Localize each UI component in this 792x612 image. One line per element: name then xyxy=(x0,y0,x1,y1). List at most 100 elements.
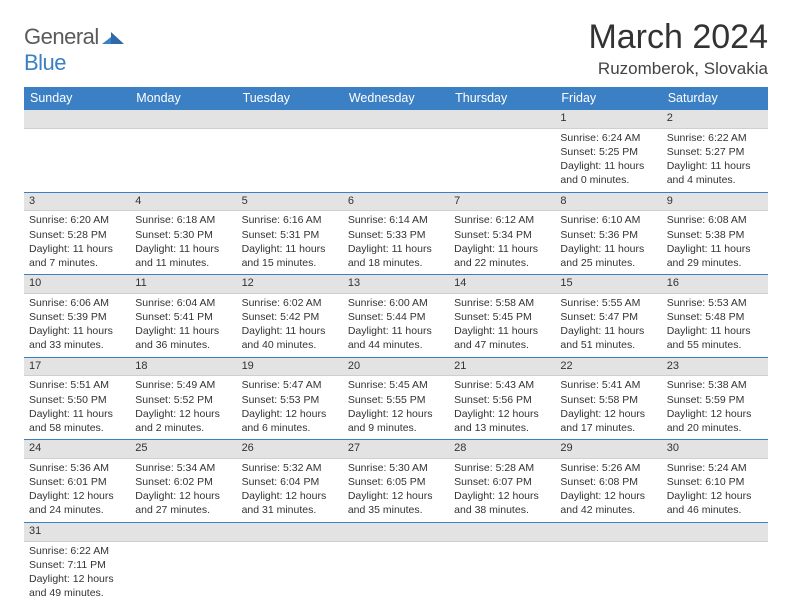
day-18: 18Sunrise: 5:49 AMSunset: 5:52 PMDayligh… xyxy=(130,358,236,440)
day-number xyxy=(237,523,343,542)
day-empty xyxy=(555,523,661,605)
day-line: Daylight: 12 hours and 49 minutes. xyxy=(29,572,125,600)
day-number: 23 xyxy=(662,358,768,377)
calendar: SundayMondayTuesdayWednesdayThursdayFrid… xyxy=(24,87,768,604)
day-empty xyxy=(130,110,236,192)
day-9: 9Sunrise: 6:08 AMSunset: 5:38 PMDaylight… xyxy=(662,193,768,275)
day-number xyxy=(237,110,343,129)
day-body: Sunrise: 5:43 AMSunset: 5:56 PMDaylight:… xyxy=(449,376,555,439)
day-body: Sunrise: 5:30 AMSunset: 6:05 PMDaylight:… xyxy=(343,459,449,522)
day-empty xyxy=(130,523,236,605)
day-line: Sunset: 5:31 PM xyxy=(242,228,338,242)
logo-text-general: General xyxy=(24,24,99,50)
day-number: 2 xyxy=(662,110,768,129)
day-line: Sunset: 5:39 PM xyxy=(29,310,125,324)
day-line: Sunrise: 6:16 AM xyxy=(242,213,338,227)
day-body: Sunrise: 5:49 AMSunset: 5:52 PMDaylight:… xyxy=(130,376,236,439)
day-line: Sunset: 5:50 PM xyxy=(29,393,125,407)
day-line: Sunset: 5:25 PM xyxy=(560,145,656,159)
day-header-monday: Monday xyxy=(130,87,236,110)
day-line: Daylight: 12 hours and 42 minutes. xyxy=(560,489,656,517)
day-4: 4Sunrise: 6:18 AMSunset: 5:30 PMDaylight… xyxy=(130,193,236,275)
day-22: 22Sunrise: 5:41 AMSunset: 5:58 PMDayligh… xyxy=(555,358,661,440)
day-body: Sunrise: 5:24 AMSunset: 6:10 PMDaylight:… xyxy=(662,459,768,522)
day-13: 13Sunrise: 6:00 AMSunset: 5:44 PMDayligh… xyxy=(343,275,449,357)
day-header-row: SundayMondayTuesdayWednesdayThursdayFrid… xyxy=(24,87,768,110)
day-line: Daylight: 11 hours and 36 minutes. xyxy=(135,324,231,352)
day-number: 13 xyxy=(343,275,449,294)
week-row: 1Sunrise: 6:24 AMSunset: 5:25 PMDaylight… xyxy=(24,110,768,193)
day-body xyxy=(343,129,449,135)
day-body: Sunrise: 5:51 AMSunset: 5:50 PMDaylight:… xyxy=(24,376,130,439)
day-line: Sunset: 5:27 PM xyxy=(667,145,763,159)
day-header-wednesday: Wednesday xyxy=(343,87,449,110)
day-line: Sunset: 5:41 PM xyxy=(135,310,231,324)
day-number: 1 xyxy=(555,110,661,129)
day-number xyxy=(662,523,768,542)
logo-text-blue: Blue xyxy=(24,50,66,75)
day-number: 19 xyxy=(237,358,343,377)
day-number: 8 xyxy=(555,193,661,212)
day-line: Sunset: 5:52 PM xyxy=(135,393,231,407)
day-line: Daylight: 11 hours and 40 minutes. xyxy=(242,324,338,352)
week-row: 31Sunrise: 6:22 AMSunset: 7:11 PMDayligh… xyxy=(24,523,768,605)
day-line: Sunset: 5:47 PM xyxy=(560,310,656,324)
day-body xyxy=(662,542,768,548)
day-line: Daylight: 11 hours and 44 minutes. xyxy=(348,324,444,352)
week-row: 17Sunrise: 5:51 AMSunset: 5:50 PMDayligh… xyxy=(24,358,768,441)
day-line: Sunrise: 5:28 AM xyxy=(454,461,550,475)
day-number xyxy=(130,110,236,129)
day-line: Sunset: 5:44 PM xyxy=(348,310,444,324)
location: Ruzomberok, Slovakia xyxy=(588,59,768,79)
day-number xyxy=(130,523,236,542)
day-line: Daylight: 11 hours and 11 minutes. xyxy=(135,242,231,270)
day-body xyxy=(130,542,236,548)
day-21: 21Sunrise: 5:43 AMSunset: 5:56 PMDayligh… xyxy=(449,358,555,440)
day-line: Daylight: 12 hours and 6 minutes. xyxy=(242,407,338,435)
day-23: 23Sunrise: 5:38 AMSunset: 5:59 PMDayligh… xyxy=(662,358,768,440)
day-line: Sunrise: 5:51 AM xyxy=(29,378,125,392)
day-line: Daylight: 11 hours and 4 minutes. xyxy=(667,159,763,187)
day-number: 4 xyxy=(130,193,236,212)
day-line: Sunset: 7:11 PM xyxy=(29,558,125,572)
day-number: 27 xyxy=(343,440,449,459)
day-line: Sunrise: 5:53 AM xyxy=(667,296,763,310)
day-line: Sunset: 5:59 PM xyxy=(667,393,763,407)
day-line: Sunset: 5:56 PM xyxy=(454,393,550,407)
day-1: 1Sunrise: 6:24 AMSunset: 5:25 PMDaylight… xyxy=(555,110,661,192)
day-number: 24 xyxy=(24,440,130,459)
day-body: Sunrise: 5:36 AMSunset: 6:01 PMDaylight:… xyxy=(24,459,130,522)
day-line: Sunset: 5:42 PM xyxy=(242,310,338,324)
day-number xyxy=(343,523,449,542)
day-number: 17 xyxy=(24,358,130,377)
day-number: 7 xyxy=(449,193,555,212)
day-line: Sunset: 5:34 PM xyxy=(454,228,550,242)
day-body: Sunrise: 6:04 AMSunset: 5:41 PMDaylight:… xyxy=(130,294,236,357)
logo-sub: Blue xyxy=(24,50,66,76)
day-body: Sunrise: 5:41 AMSunset: 5:58 PMDaylight:… xyxy=(555,376,661,439)
day-body: Sunrise: 6:00 AMSunset: 5:44 PMDaylight:… xyxy=(343,294,449,357)
day-body: Sunrise: 6:02 AMSunset: 5:42 PMDaylight:… xyxy=(237,294,343,357)
day-body: Sunrise: 6:22 AMSunset: 5:27 PMDaylight:… xyxy=(662,129,768,192)
day-line: Daylight: 11 hours and 7 minutes. xyxy=(29,242,125,270)
day-number xyxy=(343,110,449,129)
day-line: Daylight: 11 hours and 58 minutes. xyxy=(29,407,125,435)
day-29: 29Sunrise: 5:26 AMSunset: 6:08 PMDayligh… xyxy=(555,440,661,522)
day-line: Sunset: 6:05 PM xyxy=(348,475,444,489)
day-line: Daylight: 12 hours and 9 minutes. xyxy=(348,407,444,435)
day-line: Daylight: 11 hours and 29 minutes. xyxy=(667,242,763,270)
day-empty xyxy=(449,110,555,192)
day-number: 10 xyxy=(24,275,130,294)
day-28: 28Sunrise: 5:28 AMSunset: 6:07 PMDayligh… xyxy=(449,440,555,522)
day-line: Daylight: 11 hours and 15 minutes. xyxy=(242,242,338,270)
day-line: Daylight: 12 hours and 35 minutes. xyxy=(348,489,444,517)
week-row: 24Sunrise: 5:36 AMSunset: 6:01 PMDayligh… xyxy=(24,440,768,523)
logo: General xyxy=(24,24,126,50)
day-line: Sunrise: 6:10 AM xyxy=(560,213,656,227)
day-line: Sunrise: 5:26 AM xyxy=(560,461,656,475)
day-19: 19Sunrise: 5:47 AMSunset: 5:53 PMDayligh… xyxy=(237,358,343,440)
day-number: 20 xyxy=(343,358,449,377)
day-line: Sunrise: 6:06 AM xyxy=(29,296,125,310)
day-number: 15 xyxy=(555,275,661,294)
week-row: 3Sunrise: 6:20 AMSunset: 5:28 PMDaylight… xyxy=(24,193,768,276)
